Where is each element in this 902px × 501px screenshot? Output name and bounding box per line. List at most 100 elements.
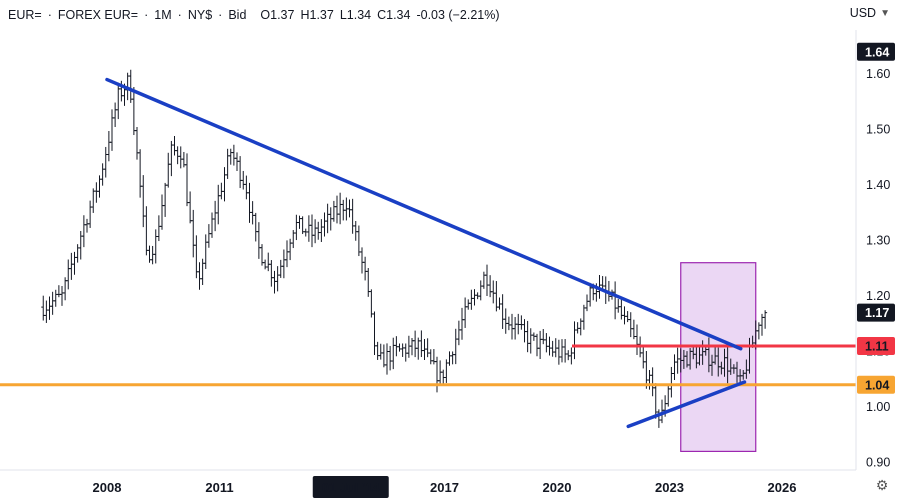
ohlc-bar <box>175 146 180 165</box>
ohlc-bar <box>397 343 402 352</box>
chart-header: EUR= · FOREX EUR= · 1M · NY$ · Bid O1.37… <box>8 5 500 25</box>
ohlc-bar <box>575 322 580 334</box>
ohlc-bar <box>263 259 268 270</box>
x-tick-label: 2011 <box>205 480 233 495</box>
symbol-label[interactable]: EUR= <box>8 8 42 22</box>
ohlc-bar <box>288 238 293 261</box>
price-badge-bg <box>857 375 895 394</box>
ohlc-bar <box>78 230 83 260</box>
price-type-label: Bid <box>228 8 247 22</box>
ohlc-bar <box>541 329 546 345</box>
ohlc-bar <box>316 221 321 240</box>
y-tick-label: 1.40 <box>866 178 890 192</box>
trendline-2[interactable] <box>626 380 747 429</box>
ohlc-bar <box>572 321 577 360</box>
ohlc-bar <box>485 264 489 296</box>
ohlc-bar <box>110 109 114 151</box>
ohlc-bar <box>94 182 99 203</box>
ohlc-bar <box>197 262 202 290</box>
ohlc-bar <box>672 354 677 381</box>
ohlc-bar <box>478 280 483 301</box>
ohlc-bar <box>469 289 474 310</box>
currency-selector[interactable]: USD ▼ <box>850 6 890 20</box>
separator: · <box>177 8 182 22</box>
x-tick-label: 2017 <box>430 480 459 495</box>
ohlc-bar <box>666 383 671 407</box>
ohlc-bar <box>372 311 377 355</box>
ohlc-bar <box>481 271 486 289</box>
ohlc-bar <box>525 320 530 353</box>
ohlc-bar <box>116 82 121 120</box>
x-tick-label: 2026 <box>768 480 797 495</box>
ohlc-bar <box>563 339 568 363</box>
ohlc-bar <box>378 343 383 360</box>
ohlc-bar <box>335 195 339 224</box>
price-badge-label: 1.64 <box>865 45 889 59</box>
ohlc-bar <box>244 175 249 200</box>
ohlc-bar <box>297 215 302 229</box>
ohlc-bar <box>200 258 205 285</box>
ohlc-bar <box>625 311 630 323</box>
ohlc-bar <box>350 198 355 234</box>
ohlc-bar <box>128 69 133 103</box>
ohlc-bar <box>160 194 164 230</box>
ohlc-bar <box>581 304 586 330</box>
ohlc-bar <box>519 315 524 330</box>
ohlc-bar <box>381 344 386 368</box>
ohlc-bar <box>225 148 230 179</box>
ohlc-bar <box>360 247 364 274</box>
ohlc-bar <box>222 167 227 202</box>
x-crosshair-label: 01 Jul '14 <box>312 476 389 498</box>
ohlc-bar <box>500 294 505 329</box>
y-tick-label: 1.50 <box>866 123 890 137</box>
ohlc-bar <box>241 170 246 190</box>
ohlc-bar <box>438 360 443 386</box>
y-tick-label: 0.90 <box>866 456 890 470</box>
ohlc-bar <box>650 367 655 397</box>
gear-icon[interactable]: ⚙ <box>875 477 889 493</box>
close-value: C1.34 <box>377 8 411 22</box>
ohlc-bar <box>641 345 646 369</box>
ohlc-bar <box>375 341 380 360</box>
ohlc-bar <box>144 206 149 256</box>
ohlc-bar <box>385 343 389 375</box>
price-badge: 1.64 <box>857 42 895 61</box>
ohlc-bar <box>506 316 511 331</box>
ohlc-bar <box>463 297 468 328</box>
exchange-label: FOREX EUR= <box>57 8 139 22</box>
ohlc-bar <box>435 356 439 393</box>
ohlc-bar <box>103 146 108 178</box>
ohlc-bar <box>163 182 168 217</box>
x-tick-label: 2020 <box>543 480 572 495</box>
ohlc-bar <box>131 86 136 136</box>
ohlc-bar <box>91 188 96 213</box>
ohlc-bar <box>585 294 589 312</box>
price-badge: 1.04 <box>857 375 895 394</box>
ohlc-bar <box>169 140 174 177</box>
ohlc-bar <box>156 215 161 242</box>
price-badge-label: 1.04 <box>865 378 889 392</box>
ohlc-bar <box>644 350 649 389</box>
ohlc-bar <box>460 307 464 340</box>
ohlc-bar <box>256 222 261 259</box>
interval-label[interactable]: 1M <box>154 8 172 22</box>
ohlc-bar <box>547 336 552 356</box>
ohlc-bar <box>628 312 633 338</box>
price-badge: 1.11 <box>857 336 895 355</box>
separator: · <box>218 8 223 22</box>
ohlc-bar <box>456 320 461 346</box>
ohlc-bar <box>81 215 86 248</box>
price-badge: 1.17 <box>857 303 895 322</box>
x-tick-label: 2023 <box>655 480 684 495</box>
ohlc-bar <box>135 126 139 160</box>
x-tick-label: 2008 <box>93 480 122 495</box>
trendline-1[interactable] <box>105 77 743 351</box>
ohlc-bar <box>69 252 74 280</box>
ohlc-bar <box>569 347 574 365</box>
venue-label: NY$ <box>187 8 213 22</box>
ohlc-bar <box>503 308 508 334</box>
ohlc-bar <box>406 335 411 358</box>
ohlc-bar <box>403 343 408 362</box>
ohlc-bar <box>535 333 539 357</box>
